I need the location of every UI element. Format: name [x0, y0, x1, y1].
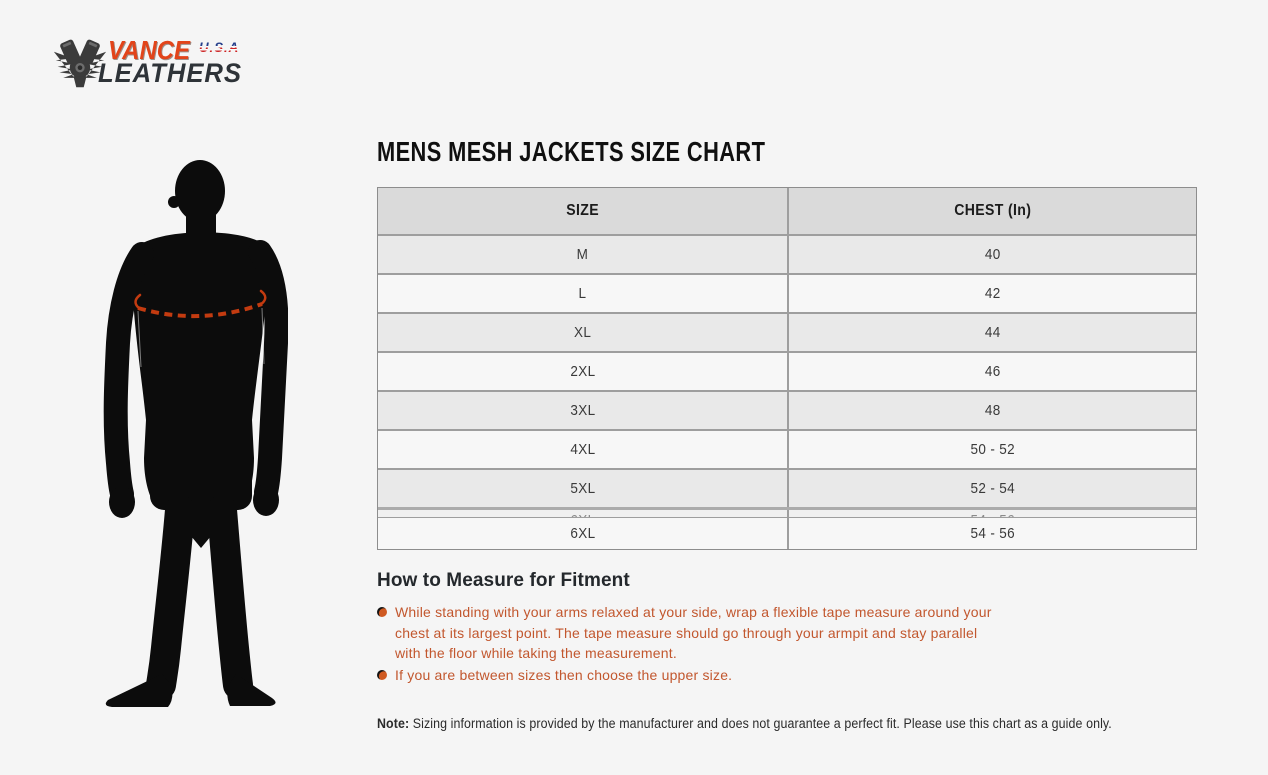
chest-value: 44: [984, 324, 1001, 341]
table-row: M 40: [378, 234, 1196, 273]
chest-value: 54 - 56: [970, 525, 1015, 542]
size-cell: 4XL: [378, 431, 787, 468]
measure-heading: How to Measure for Fitment: [377, 570, 630, 591]
chest-cell: 46: [787, 353, 1196, 390]
table-row-clipped: 6XL 54 - 56: [378, 507, 1196, 517]
chest-value: 40: [984, 246, 1001, 263]
male-silhouette-chest-measure: [103, 160, 288, 707]
table-row: XL 44: [378, 312, 1196, 351]
chest-cell: 54 - 56: [787, 518, 1196, 549]
chest-cell: 52 - 54: [787, 470, 1196, 507]
size-cell: XL: [378, 314, 787, 351]
tape-edge-lines: [137, 307, 265, 368]
chest-cell: 40: [787, 236, 1196, 273]
measure-bullet-2: If you are between sizes then choose the…: [377, 665, 992, 686]
note-label: Note:: [377, 716, 410, 731]
size-cell: L: [378, 275, 787, 312]
page-title: MENS MESH JACKETS SIZE CHART: [377, 136, 766, 167]
size-value: 6XL: [569, 525, 596, 542]
table-row: 3XL 48: [378, 390, 1196, 429]
measure-bullet-2-text: If you are between sizes then choose the…: [395, 666, 733, 683]
chest-value: 48: [984, 402, 1001, 419]
chest-measure-dashed-line: [134, 289, 267, 319]
column-header-chest: CHEST (In): [787, 188, 1196, 234]
table-row: 2XL 46: [378, 351, 1196, 390]
measure-bullet-1: While standing with your arms relaxed at…: [377, 602, 992, 664]
size-cell: M: [378, 236, 787, 273]
chest-cell: 54 - 56: [787, 510, 1196, 517]
brand-usa-text: U.S.A: [199, 39, 240, 55]
size-cell: 2XL: [378, 353, 787, 390]
chest-cell: 50 - 52: [787, 431, 1196, 468]
disclaimer-note: Note: Sizing information is provided by …: [377, 716, 1168, 731]
chest-value: 52 - 54: [970, 480, 1015, 497]
size-value: M: [576, 246, 589, 263]
size-cell: 3XL: [378, 392, 787, 429]
bullet-dot-icon: [377, 669, 387, 680]
chest-cell: 48: [787, 392, 1196, 429]
size-cell: 6XL: [378, 510, 787, 517]
size-value: 5XL: [569, 480, 596, 497]
note-text: Sizing information is provided by the ma…: [409, 716, 1112, 731]
table-row: 4XL 50 - 52: [378, 429, 1196, 468]
chest-value: 54 - 56: [970, 512, 1015, 517]
chest-value: 50 - 52: [970, 441, 1015, 458]
column-header-size-label: SIZE: [566, 202, 599, 219]
how-to-measure-section: How to Measure for Fitment While standin…: [377, 570, 992, 686]
table-row: L 42: [378, 273, 1196, 312]
measure-bullet-1-text: While standing with your arms relaxed at…: [395, 604, 992, 661]
table-row: 5XL 52 - 54: [378, 468, 1196, 507]
size-cell: 6XL: [378, 518, 787, 549]
size-value: 3XL: [569, 402, 596, 419]
size-chart-table: SIZE CHEST (In) M 40 L 42 XL 44 2XL 46 3…: [377, 187, 1197, 550]
column-header-chest-label: CHEST (In): [953, 202, 1032, 219]
brand-vance-text: VANCE: [108, 35, 190, 65]
size-cell: 5XL: [378, 470, 787, 507]
chest-value: 42: [984, 285, 1001, 302]
table-header-row: SIZE CHEST (In): [378, 188, 1196, 234]
size-value: 6XL: [570, 512, 595, 517]
table-row: 6XL 54 - 56: [378, 517, 1196, 550]
bullet-dot-icon: [377, 607, 387, 617]
chest-cell: 44: [787, 314, 1196, 351]
logo-wordmark: VANCE U.S.A LEATHERS: [98, 35, 250, 88]
chest-cell: 42: [787, 275, 1196, 312]
size-value: 4XL: [569, 441, 596, 458]
size-value: 2XL: [569, 363, 596, 380]
size-value: XL: [573, 324, 592, 341]
engine-wings-emblem-icon: [53, 39, 107, 88]
vance-leathers-logo: VANCE U.S.A LEATHERS: [52, 34, 302, 94]
size-value: L: [578, 285, 587, 302]
brand-leathers-text: LEATHERS: [98, 58, 242, 88]
column-header-size: SIZE: [378, 188, 787, 234]
chest-value: 46: [984, 363, 1001, 380]
